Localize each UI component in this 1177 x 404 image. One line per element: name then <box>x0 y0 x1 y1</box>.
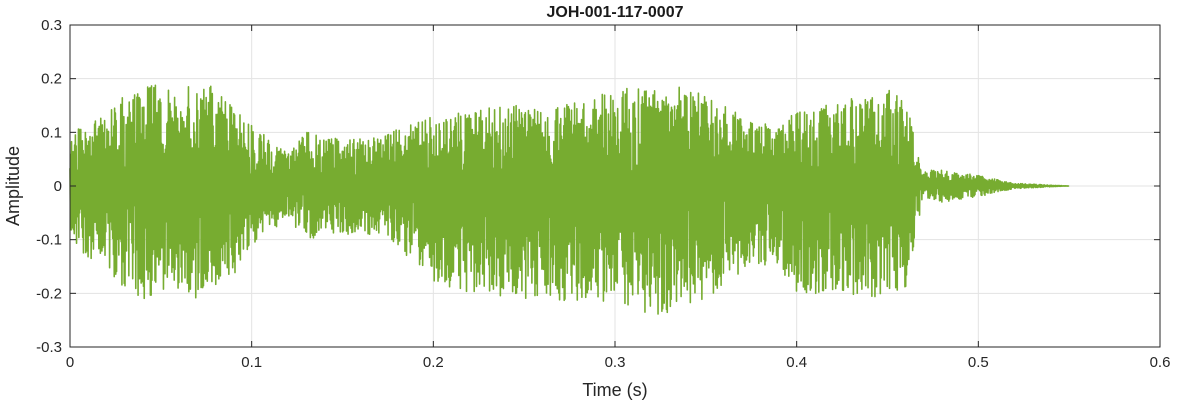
waveform-line <box>69 84 1070 315</box>
axis-ticks: 0 0.1 0.2 0.3 0.4 0.5 0.6 0.3 0.2 0.1 0 -0.1 -0.2 -0.… <box>36 17 1170 371</box>
plot-area <box>69 84 1070 315</box>
x-tick-label: 0.2 <box>423 354 444 371</box>
x-tick-label: 0.6 <box>1150 354 1171 371</box>
y-tick-label: 0.3 <box>41 17 62 34</box>
x-tick-label: 0.1 <box>241 354 262 371</box>
y-tick-label: 0.2 <box>41 71 62 88</box>
x-tick-label: 0.3 <box>605 354 626 371</box>
x-tick-label: 0 <box>66 354 74 371</box>
x-tick-label: 0.4 <box>786 354 807 371</box>
x-tick-label: 0.5 <box>968 354 989 371</box>
y-axis-label: Amplitude <box>3 146 23 226</box>
y-tick-label: -0.2 <box>36 285 62 302</box>
y-tick-label: -0.1 <box>36 232 62 249</box>
y-tick-label: -0.3 <box>36 339 62 356</box>
y-tick-label: 0.1 <box>41 124 62 141</box>
x-axis-label: Time (s) <box>582 380 647 400</box>
chart-title: JOH-001-117-0007 <box>547 4 684 21</box>
y-tick-label: 0 <box>54 178 62 195</box>
